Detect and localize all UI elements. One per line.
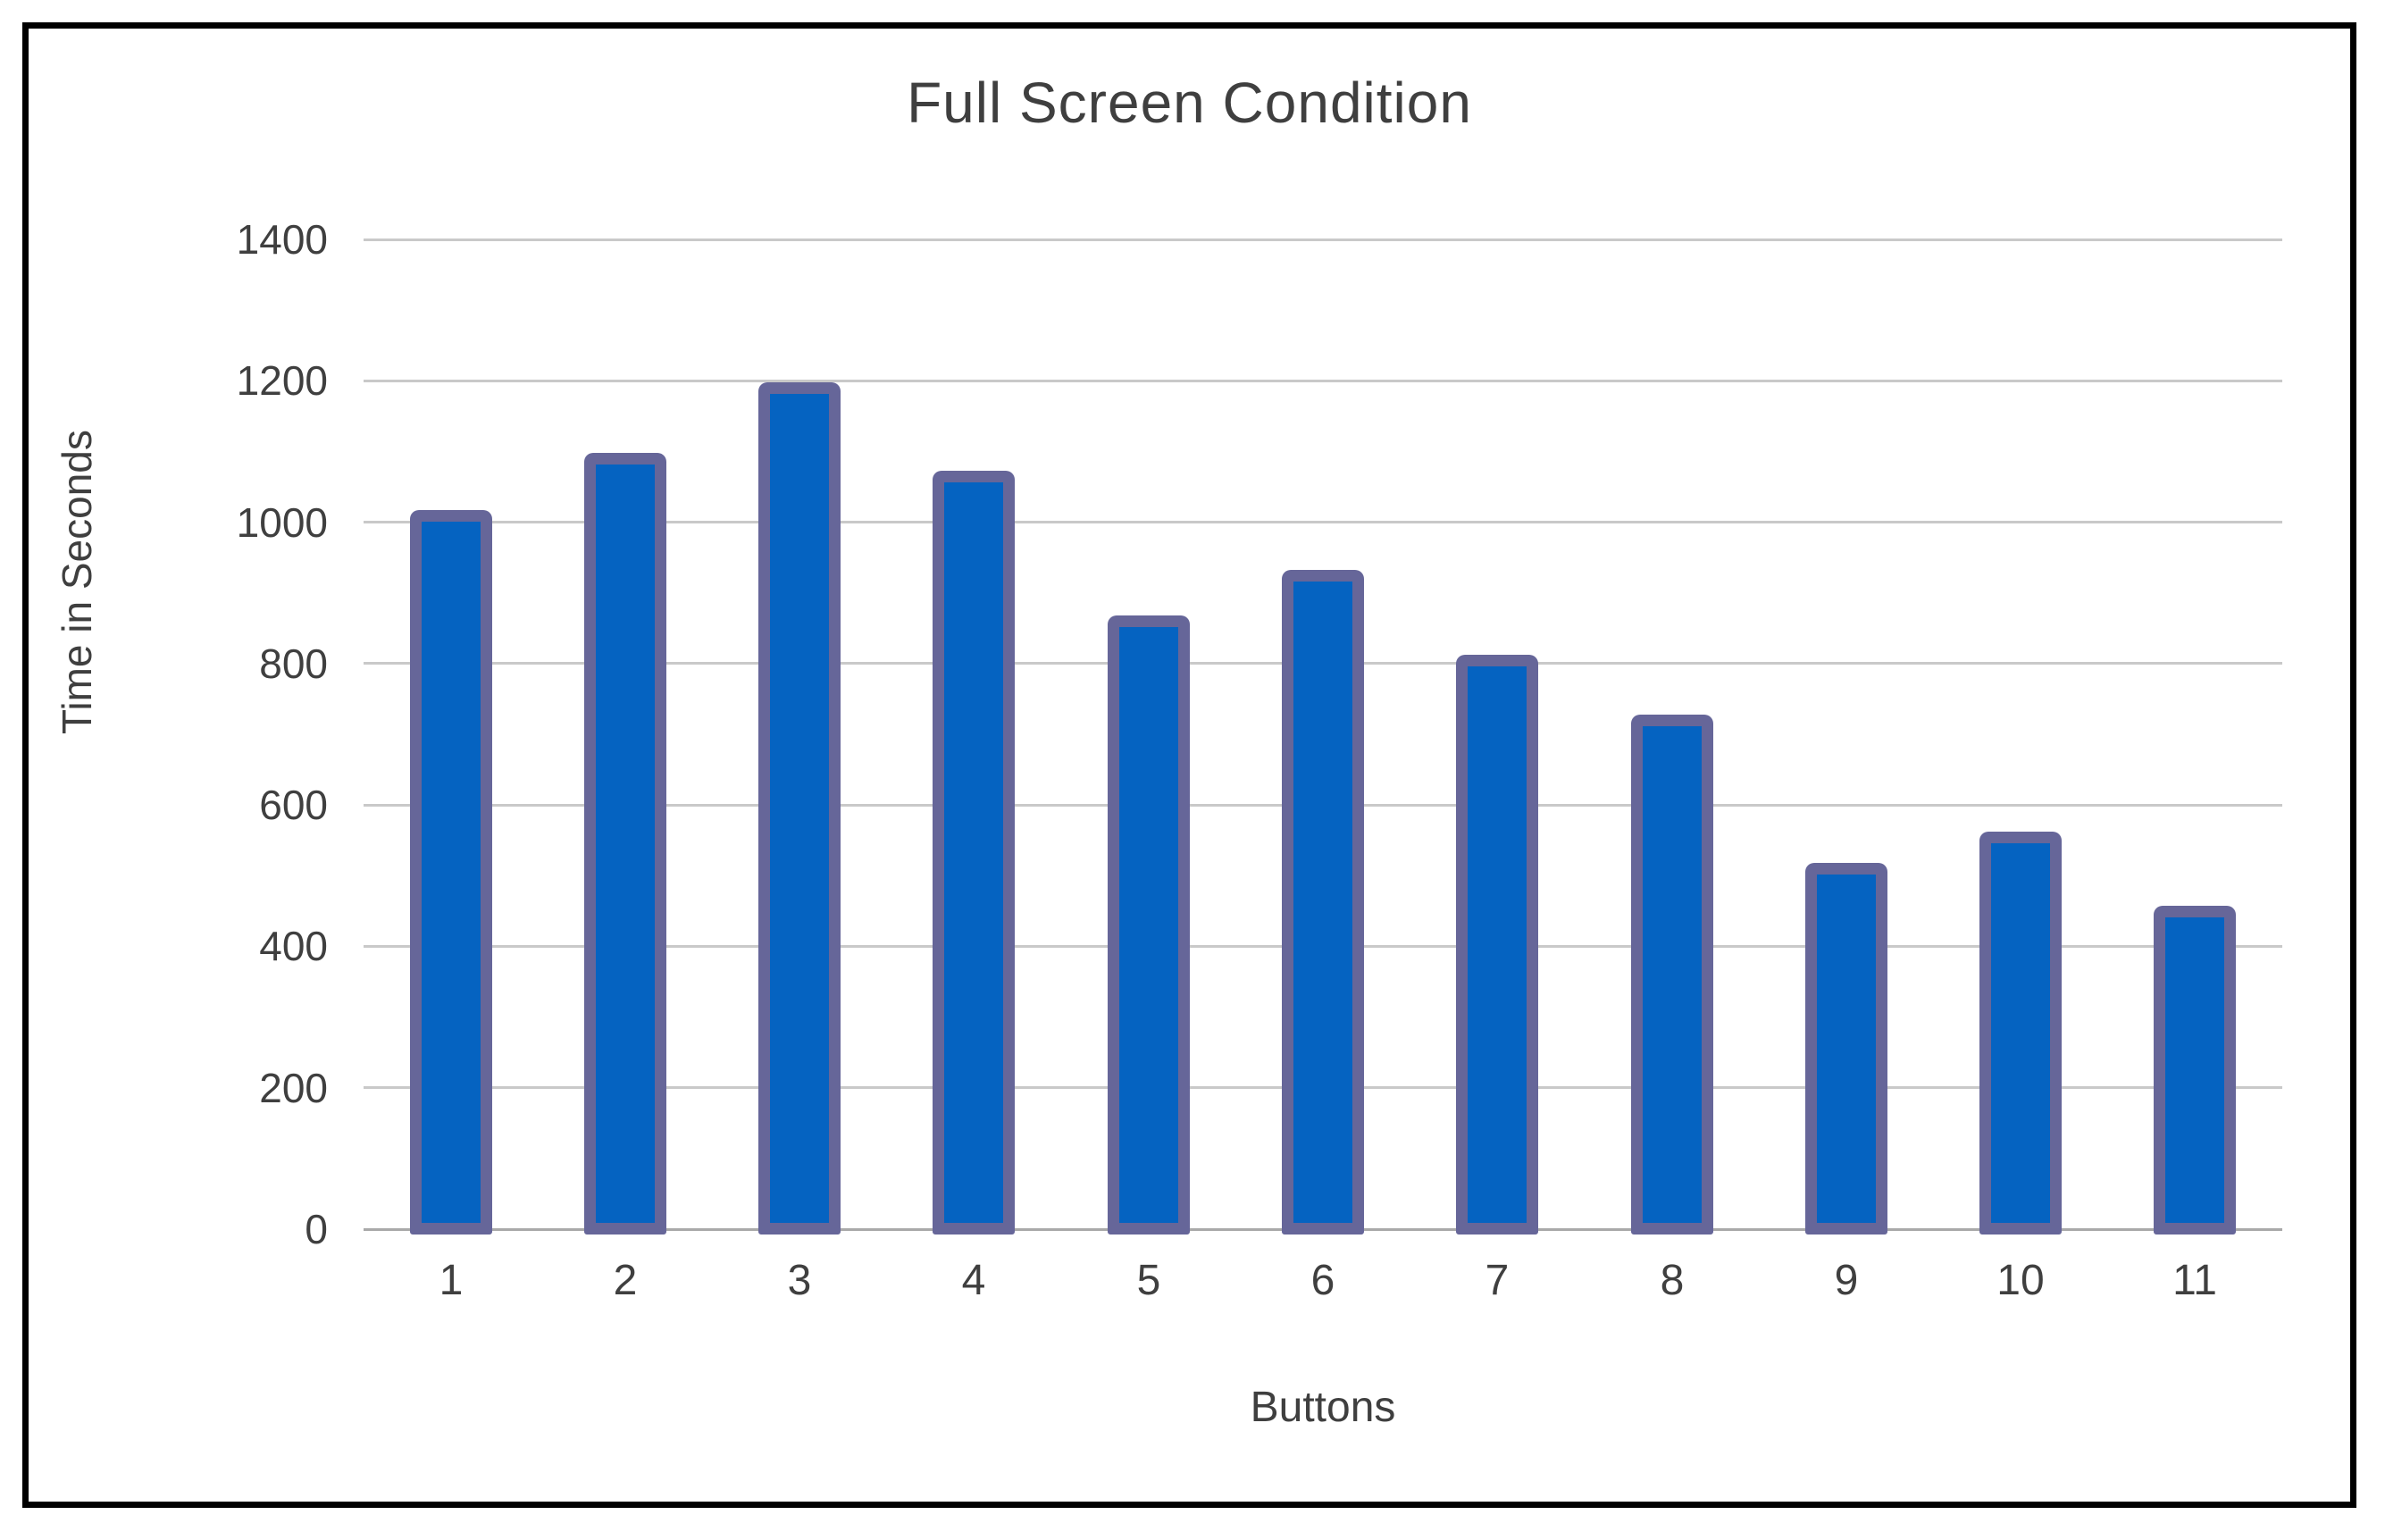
chart-title: Full Screen Condition — [907, 71, 1472, 135]
gridline-1200 — [364, 379, 2282, 382]
bar-9 — [1805, 863, 1887, 1235]
x-tick-label-2: 2 — [613, 1257, 638, 1304]
x-tick-label-1: 1 — [439, 1257, 464, 1304]
y-tick-label-1000: 1000 — [236, 498, 328, 546]
gridline-1400 — [364, 238, 2282, 241]
gridline-1000 — [364, 521, 2282, 524]
x-tick-label-10: 10 — [1996, 1257, 2045, 1304]
x-tick-label-7: 7 — [1485, 1257, 1510, 1304]
x-tick-label-5: 5 — [1136, 1257, 1161, 1304]
y-tick-label-1200: 1200 — [236, 357, 328, 405]
bar-1 — [410, 510, 492, 1235]
bar-3 — [758, 382, 841, 1235]
y-tick-label-200: 200 — [259, 1064, 328, 1111]
bar-6 — [1282, 570, 1364, 1235]
x-tick-label-9: 9 — [1834, 1257, 1859, 1304]
x-tick-label-3: 3 — [787, 1257, 812, 1304]
y-tick-label-0: 0 — [305, 1206, 328, 1252]
x-tick-label-4: 4 — [961, 1257, 986, 1304]
y-tick-label-800: 800 — [259, 640, 328, 687]
bar-8 — [1631, 715, 1713, 1235]
x-axis-title: Buttons — [1250, 1384, 1396, 1431]
x-tick-label-6: 6 — [1310, 1257, 1335, 1304]
bar-5 — [1108, 615, 1190, 1235]
y-tick-label-400: 400 — [259, 923, 328, 970]
plot-area: 0 200 400 600 800 1000 1200 1400 1 2 3 4 5 6 7 8 9 10 11 — [237, 216, 2282, 1304]
bar-2 — [584, 453, 666, 1235]
y-axis-title: Time in Seconds — [54, 430, 100, 734]
x-tick-label-8: 8 — [1660, 1257, 1685, 1304]
bar-11 — [2154, 906, 2236, 1235]
x-tick-label-11: 11 — [2172, 1257, 2217, 1304]
y-tick-label-1400: 1400 — [236, 216, 328, 263]
y-tick-label-600: 600 — [259, 782, 328, 829]
bar-10 — [1979, 832, 2062, 1235]
bar-4 — [933, 471, 1015, 1235]
bar-7 — [1456, 655, 1538, 1235]
